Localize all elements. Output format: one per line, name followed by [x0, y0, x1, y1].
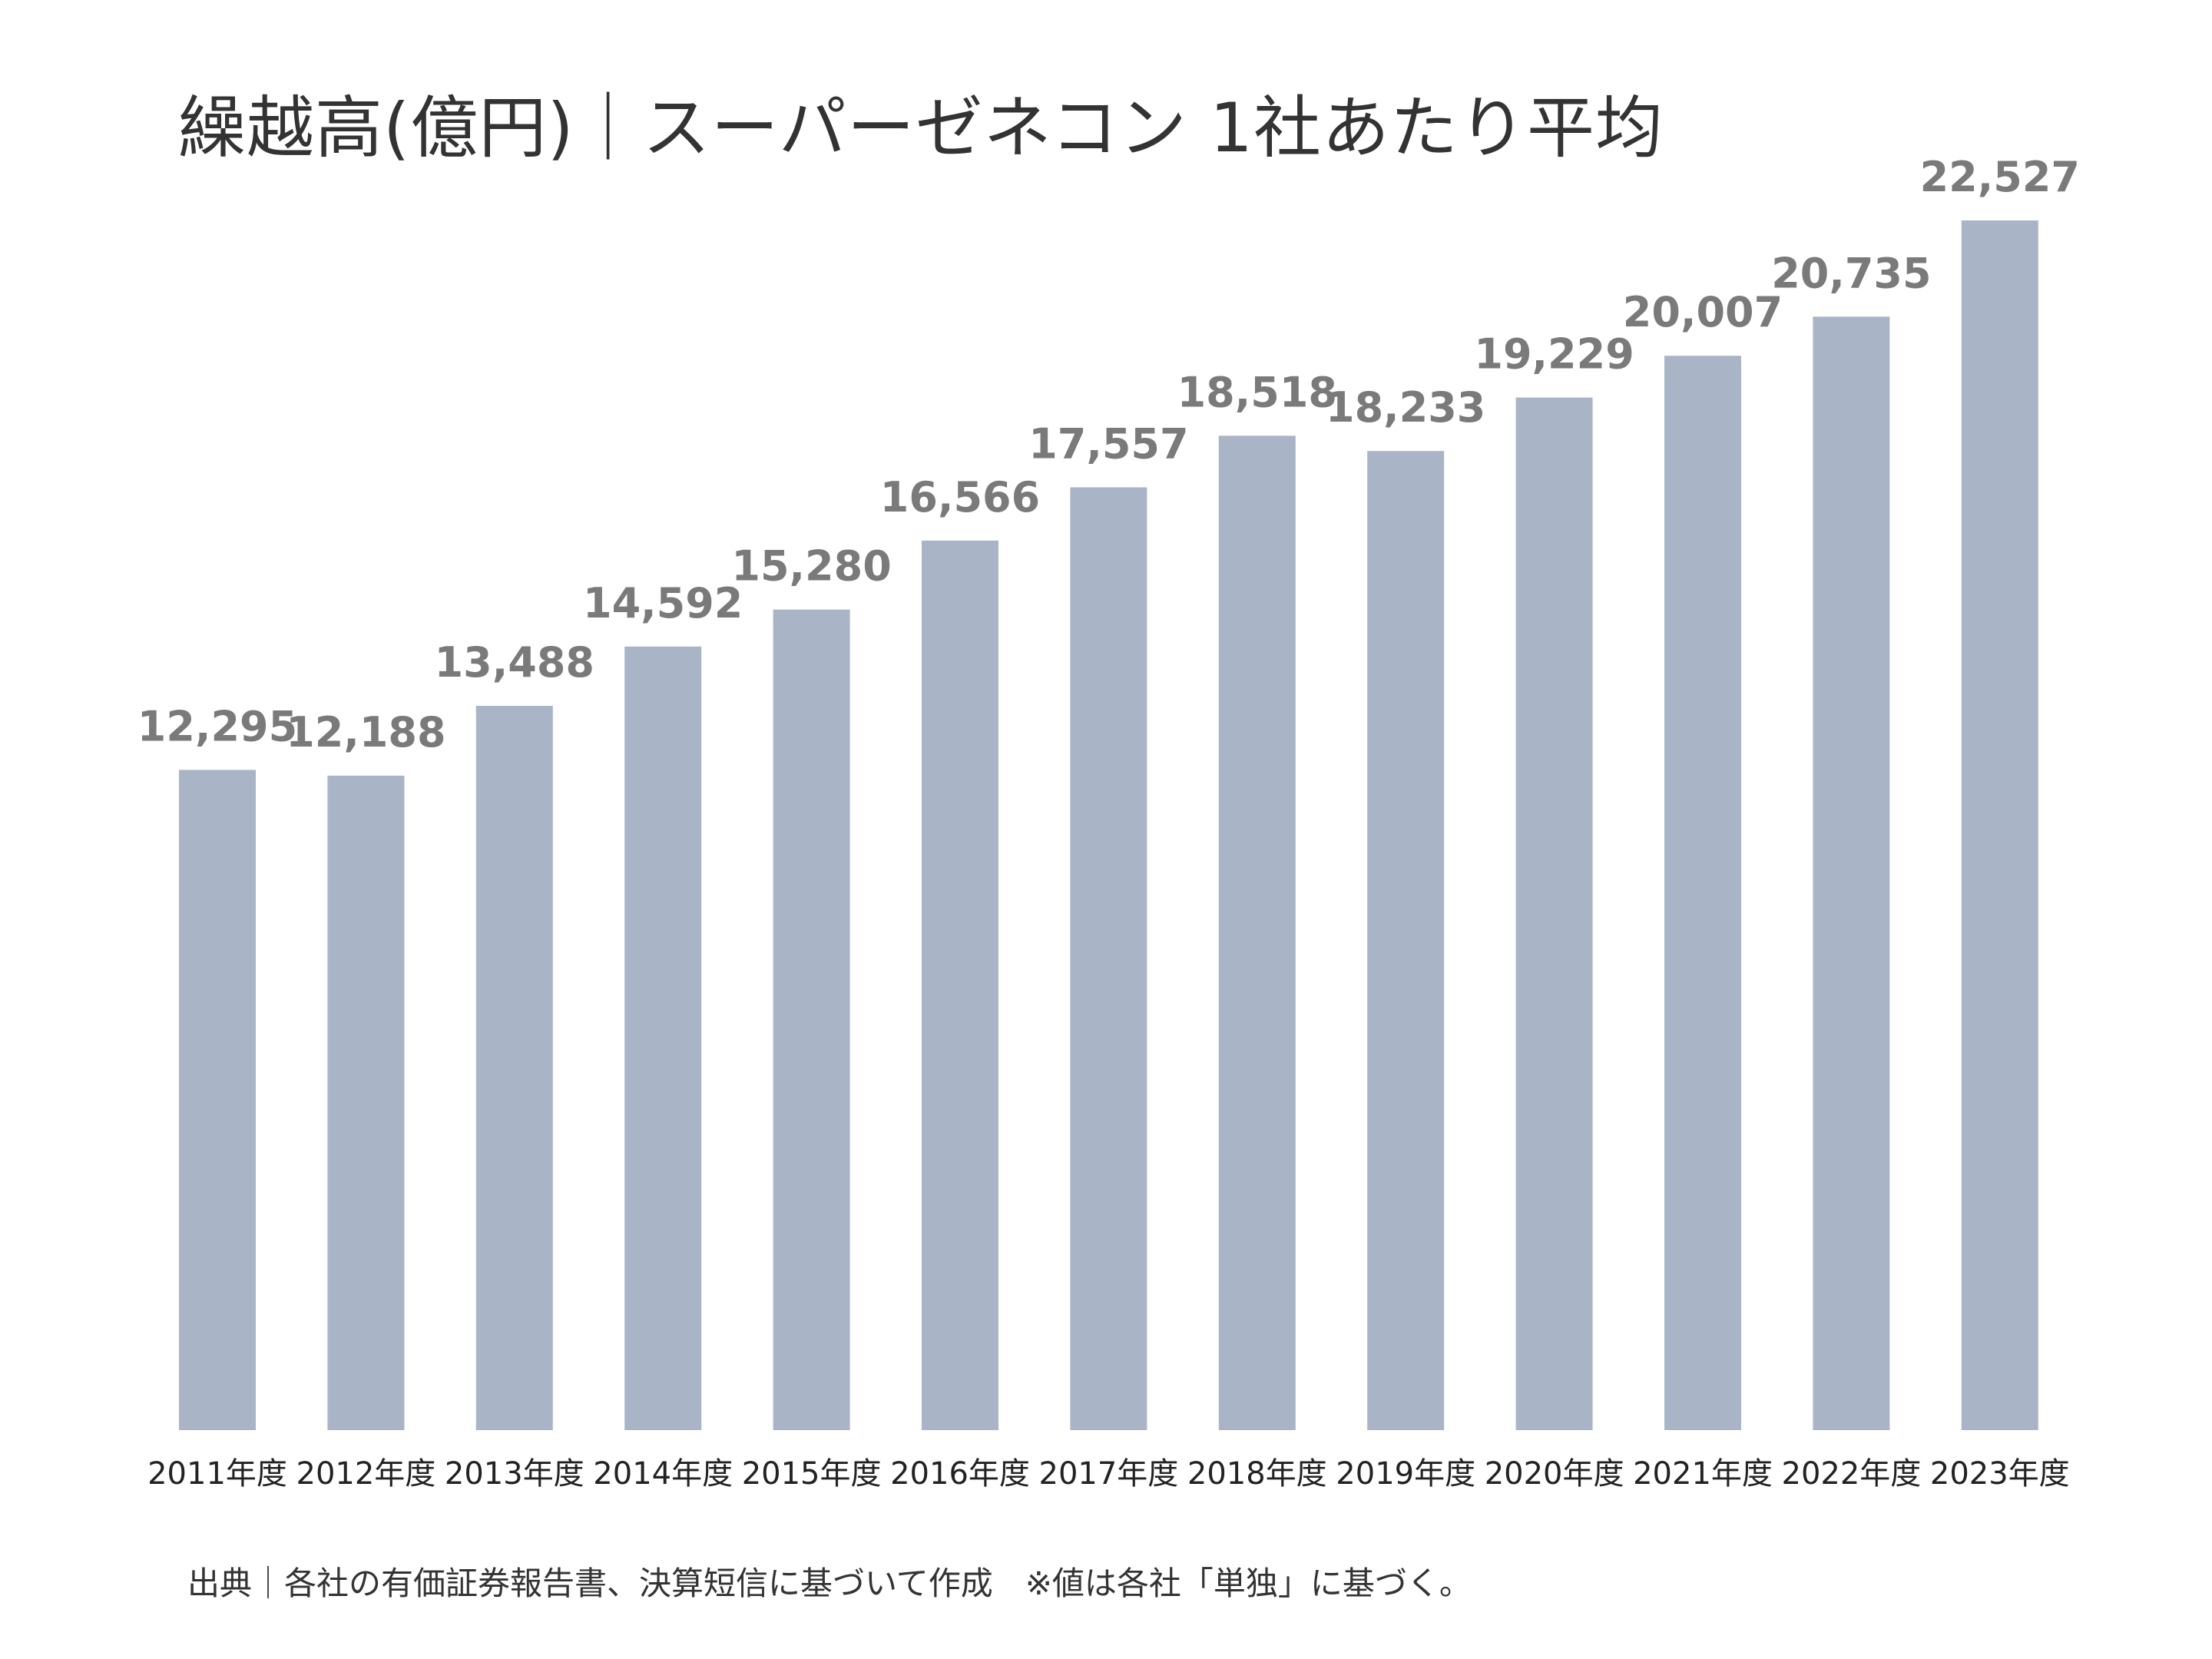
x-tick-label: 2019年度: [1336, 1456, 1475, 1492]
value-label: 17,557: [1028, 420, 1188, 469]
bar-series: [179, 220, 2038, 1431]
x-tick-label: 2023年度: [1930, 1456, 2070, 1492]
bar-2013年度: [475, 706, 553, 1430]
value-label: 20,007: [1623, 288, 1783, 336]
value-label: 16,566: [880, 473, 1040, 522]
chart-title: 繰越高(億円)｜スーパーゼネコン 1社あたり平均: [178, 88, 1664, 167]
x-tick-label: 2018年度: [1187, 1456, 1327, 1492]
bar-2020年度: [1515, 397, 1593, 1430]
bar-2011年度: [179, 770, 256, 1430]
x-tick-label: 2016年度: [890, 1456, 1030, 1492]
bar-2014年度: [624, 646, 702, 1430]
bar-2023年度: [1961, 220, 2038, 1430]
value-label: 15,280: [731, 542, 891, 591]
value-label: 22,527: [1920, 153, 2080, 201]
value-label: 18,518: [1177, 368, 1337, 416]
source-footnote: 出典｜各社の有価証券報告書、決算短信に基づいて作成 ※値は各社「単独」に基づく。: [187, 1565, 1472, 1602]
x-tick-label: 2014年度: [593, 1456, 733, 1492]
value-label: 20,735: [1771, 249, 1931, 297]
bar-2019年度: [1367, 451, 1445, 1431]
bar-2012年度: [327, 775, 405, 1430]
value-label: 14,592: [583, 579, 743, 628]
x-axis-tick-labels: 2011年度 2012年度 2013年度 2014年度 2015年度 2016年度 2017…: [147, 1456, 2070, 1492]
x-tick-label: 2012年度: [296, 1456, 436, 1492]
x-tick-label: 2021年度: [1633, 1456, 1773, 1492]
value-label: 19,229: [1474, 330, 1634, 379]
value-label: 12,188: [286, 708, 445, 757]
bar-2021年度: [1664, 356, 1741, 1431]
bar-2022年度: [1813, 316, 1890, 1430]
x-tick-label: 2022年度: [1782, 1456, 1922, 1492]
x-tick-label: 2011年度: [147, 1456, 287, 1492]
value-label: 13,488: [435, 638, 594, 687]
bar-2018年度: [1218, 435, 1296, 1430]
x-tick-label: 2017年度: [1039, 1456, 1179, 1492]
value-label: 12,295: [137, 702, 297, 750]
x-tick-label: 2013年度: [445, 1456, 584, 1492]
bar-2016年度: [922, 540, 998, 1430]
x-tick-label: 2020年度: [1485, 1456, 1624, 1492]
x-tick-label: 2015年度: [742, 1456, 882, 1492]
value-label: 18,233: [1326, 383, 1485, 432]
bar-2015年度: [773, 609, 850, 1431]
bar-2017年度: [1070, 487, 1147, 1430]
